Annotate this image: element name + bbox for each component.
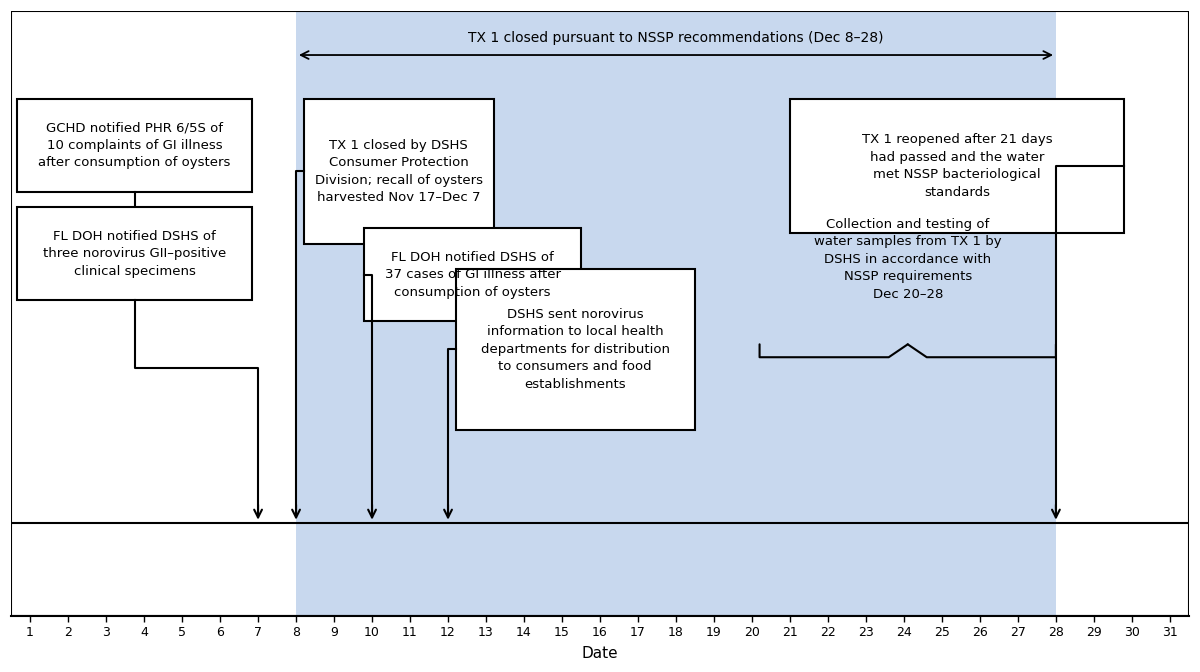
Text: GCHD notified PHR 6/5S of
10 complaints of GI illness
after consumption of oyste: GCHD notified PHR 6/5S of 10 complaints …	[38, 122, 230, 169]
FancyBboxPatch shape	[17, 208, 252, 300]
Text: DSHS sent norovirus
information to local health
departments for distribution
to : DSHS sent norovirus information to local…	[481, 308, 670, 391]
FancyBboxPatch shape	[304, 99, 493, 243]
FancyBboxPatch shape	[790, 99, 1124, 233]
Text: TX 1 reopened after 21 days
had passed and the water
met NSSP bacteriological
st: TX 1 reopened after 21 days had passed a…	[862, 133, 1052, 199]
Text: FL DOH notified DSHS of
three norovirus GII–positive
clinical specimens: FL DOH notified DSHS of three norovirus …	[43, 230, 227, 278]
Text: FL DOH notified DSHS of
37 cases of GI illness after
consumption of oysters: FL DOH notified DSHS of 37 cases of GI i…	[385, 251, 560, 298]
FancyBboxPatch shape	[17, 99, 252, 192]
Text: TX 1 closed by DSHS
Consumer Protection
Division; recall of oysters
harvested No: TX 1 closed by DSHS Consumer Protection …	[314, 138, 482, 204]
Text: TX 1 closed pursuant to NSSP recommendations (Dec 8–28): TX 1 closed pursuant to NSSP recommendat…	[468, 31, 883, 45]
FancyBboxPatch shape	[456, 269, 695, 429]
X-axis label: Date: Date	[582, 646, 618, 661]
Text: Collection and testing of
water samples from TX 1 by
DSHS in accordance with
NSS: Collection and testing of water samples …	[814, 218, 1002, 300]
FancyBboxPatch shape	[365, 228, 581, 321]
Bar	[296, 11, 1056, 616]
